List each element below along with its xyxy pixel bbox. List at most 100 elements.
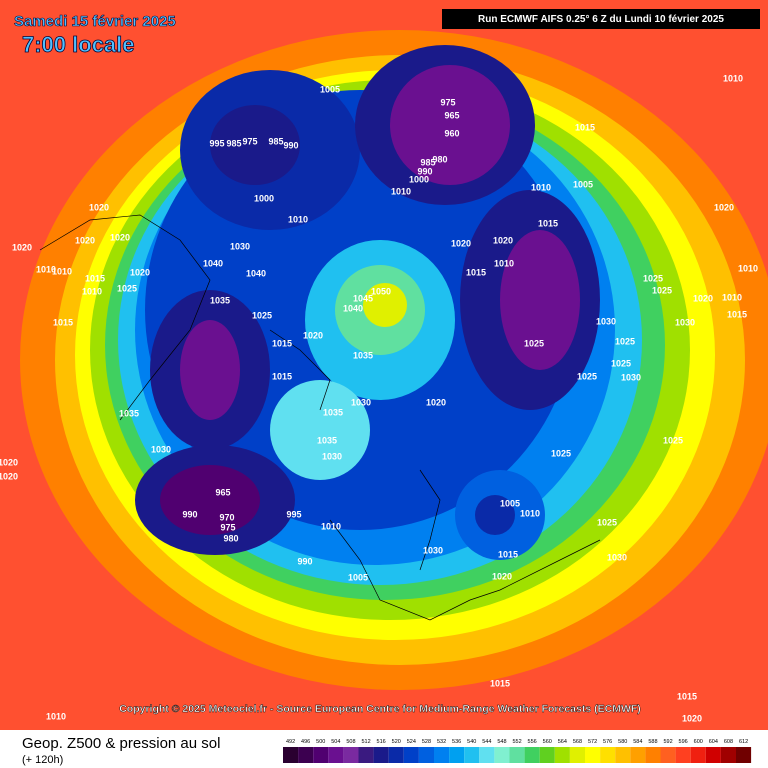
isobar-label: 1010: [36, 264, 56, 274]
isobar-label: 1030: [607, 552, 627, 562]
isobar-label: 1030: [596, 316, 616, 326]
colorbar-swatch: [585, 747, 601, 763]
isobar-label: 1010: [391, 186, 411, 196]
isobar-label: 1020: [682, 713, 702, 723]
isobar-label: 990: [297, 556, 312, 566]
colorbar-label: 536: [452, 739, 461, 745]
colorbar-swatch: [494, 747, 510, 763]
colorbar-label: 600: [694, 739, 703, 745]
legend-subtitle: (+ 120h): [22, 754, 63, 766]
isobar-label: 985: [226, 138, 241, 148]
colorbar-swatch: [283, 747, 299, 763]
colorbar-label: 492: [286, 739, 295, 745]
colorbar-label: 496: [301, 739, 310, 745]
colorbar-swatch: [388, 747, 404, 763]
colorbar-label: 564: [558, 739, 567, 745]
isobar-label: 1010: [520, 508, 540, 518]
isobar-label: 1010: [288, 214, 308, 224]
run-box: [442, 9, 760, 29]
colorbar-label: 528: [422, 739, 431, 745]
isobar-label: 1025: [597, 517, 617, 527]
isobar-label: 1020: [110, 232, 130, 242]
isobar-label: 1020: [0, 457, 18, 467]
colorbar-label: 516: [377, 739, 386, 745]
colorbar-label: 612: [739, 739, 748, 745]
colorbar-label: 560: [543, 739, 552, 745]
isobar-label: 1010: [82, 286, 102, 296]
colorbar-label: 568: [573, 739, 582, 745]
colorbar-label: 520: [392, 739, 401, 745]
isobar-label: 1030: [675, 317, 695, 327]
isobar-label: 1050: [371, 286, 391, 296]
colorbar-label: 544: [482, 739, 491, 745]
colorbar-swatch: [554, 747, 570, 763]
isobar-label: 985: [420, 157, 435, 167]
isobar-label: 1020: [75, 235, 95, 245]
isobar-label: 1030: [423, 545, 443, 555]
isobar-label: 1015: [466, 267, 486, 277]
isobar-label: 1005: [348, 572, 368, 582]
colorbar-label: 588: [648, 739, 657, 745]
isobar-label: 990: [182, 509, 197, 519]
isobar-label: 1010: [321, 521, 341, 531]
geopotential-field: [20, 30, 768, 690]
isobar-label: 1015: [490, 678, 510, 688]
colorbar-label: 512: [361, 739, 370, 745]
isobar-label: 1005: [320, 84, 340, 94]
isobar-label: 995: [286, 509, 301, 519]
isobar-label: 1020: [12, 242, 32, 252]
isobar-label: 980: [223, 533, 238, 543]
isobar-label: 1020: [493, 235, 513, 245]
colorbar-label: 504: [331, 739, 340, 745]
isobar-label: 965: [215, 487, 230, 497]
isobar-label: 1010: [723, 73, 743, 83]
date: Samedi 15 février 2025: [14, 13, 176, 30]
isobar-label: 975: [242, 136, 257, 146]
isobar-label: 1025: [663, 435, 683, 445]
isobar-label: 1030: [230, 241, 250, 251]
run-info: Run ECMWF AIFS 0.25° 6 Z du Lundi 10 fév…: [478, 14, 724, 25]
colorbar-swatch: [615, 747, 631, 763]
isobar-label: 1010: [494, 258, 514, 268]
colorbar-swatch: [645, 747, 661, 763]
copyright: Copyright © 2025 Meteociel.fr - Source E…: [119, 703, 641, 715]
colorbar-label: 596: [679, 739, 688, 745]
colorbar-swatch: [630, 747, 646, 763]
colorbar-label: 604: [709, 739, 718, 745]
colorbar-swatch: [403, 747, 419, 763]
isobar-label: 1030: [322, 451, 342, 461]
isobar-label: 1020: [89, 202, 109, 212]
colorbar-swatch: [720, 747, 736, 763]
isobar-label: 1035: [119, 408, 139, 418]
isobar-label: 1025: [577, 371, 597, 381]
isobar-label: 1015: [85, 273, 105, 283]
isobar-label: 1010: [46, 711, 66, 721]
colorbar-swatch: [328, 747, 344, 763]
isobar-label: 1020: [693, 293, 713, 303]
colorbar: 492 496 500 504 508 512 516 520 524 528 532 536 540 5…: [283, 739, 752, 763]
colorbar-swatch: [343, 747, 359, 763]
colorbar-label: 508: [346, 739, 355, 745]
isobar-label: 1000: [254, 193, 274, 203]
isobar-label: 995: [209, 138, 224, 148]
isobar-label: 1025: [117, 283, 137, 293]
isobar-label: 1010: [52, 266, 72, 276]
isobar-label: 1005: [500, 498, 520, 508]
isobar-label: 1040: [246, 268, 266, 278]
isobar-label: 1025: [551, 448, 571, 458]
legend-title: Geop. Z500 & pression au sol: [22, 735, 220, 752]
isobar-label: 1015: [575, 122, 595, 132]
colorbar-swatch: [600, 747, 616, 763]
isobar-label: 1010: [722, 292, 742, 302]
isobar-label: 1035: [210, 295, 230, 305]
colorbar-swatch: [298, 747, 314, 763]
time: 7:00 locale: [22, 32, 135, 57]
isobar-label: 1005: [573, 179, 593, 189]
isobar-label: 1020: [451, 238, 471, 248]
isobar-label: 985: [268, 136, 283, 146]
isobar-label: 960: [444, 128, 459, 138]
colorbar-label: 572: [588, 739, 597, 745]
colorbar-swatch: [479, 747, 495, 763]
colorbar-swatch: [464, 747, 480, 763]
isobar-label: 1025: [524, 338, 544, 348]
